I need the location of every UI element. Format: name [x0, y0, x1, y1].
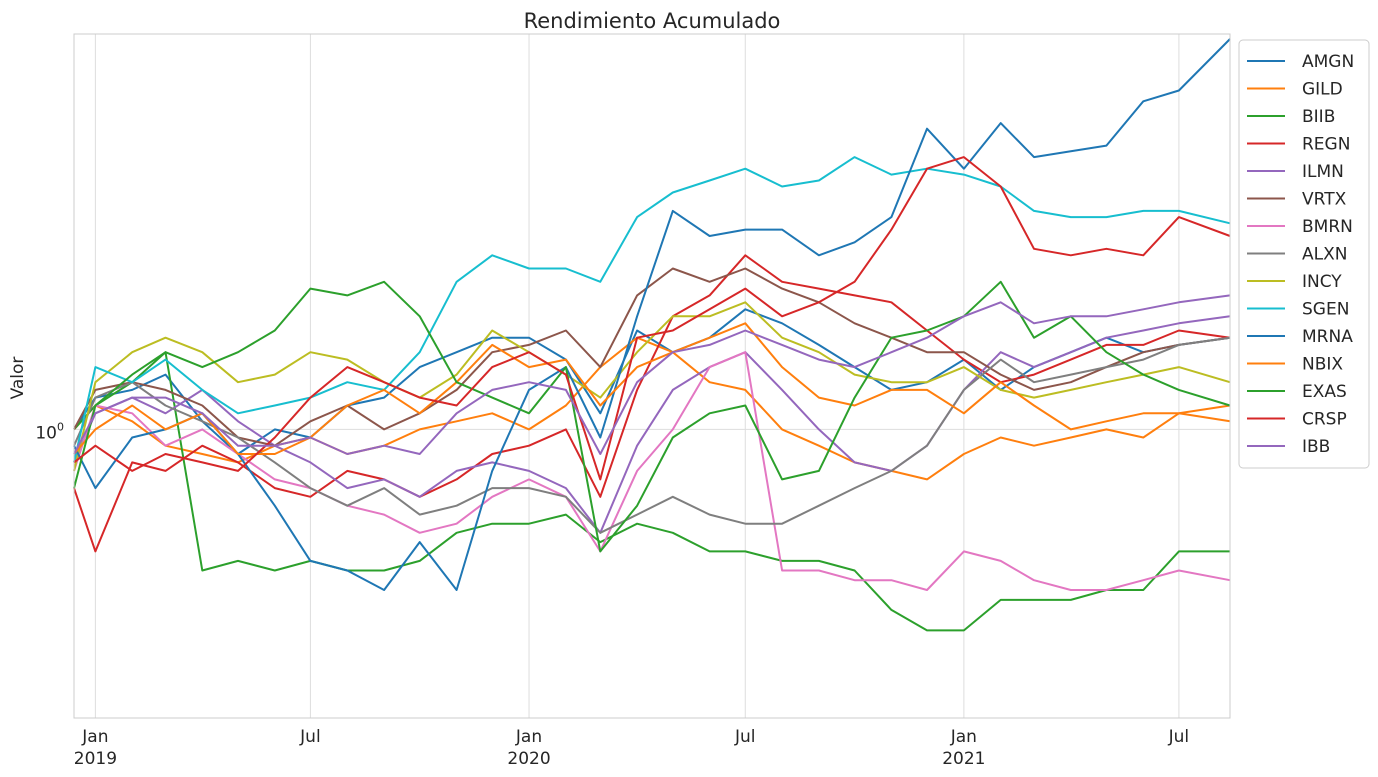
legend-label-ibb: IBB: [1302, 437, 1330, 457]
series-lines: [73, 38, 1231, 632]
x-tick-label: Jul: [1168, 727, 1190, 747]
x-tick-year-label: 2021: [942, 749, 985, 769]
x-tick-label: Jul: [734, 727, 756, 747]
y-tick-label: 100: [35, 420, 64, 443]
legend-label-gild: GILD: [1302, 80, 1343, 100]
y-tick-label-base: 10: [35, 423, 57, 443]
legend-label-ilmn: ILMN: [1302, 162, 1344, 182]
grid-lines: [74, 34, 1230, 718]
legend-label-mrna: MRNA: [1302, 327, 1353, 347]
legend-label-exas: EXAS: [1302, 382, 1347, 402]
x-tick-label: Jan: [950, 727, 977, 747]
legend: AMGN GILD BIIB REGN ILMN VRTX BMRN ALXN INCY SGEN…: [1238, 39, 1370, 469]
legend-label-bmrn: BMRN: [1302, 217, 1353, 237]
x-tick-label: Jan: [515, 727, 542, 747]
series-line-exas: [73, 280, 1231, 553]
legend-label-vrtx: VRTX: [1302, 190, 1347, 210]
legend-label-amgn: AMGN: [1302, 52, 1354, 72]
series-line-biib: [73, 351, 1230, 632]
legend-label-crsp: CRSP: [1302, 410, 1347, 430]
series-line-nbix: [73, 322, 1231, 455]
plot-area-frame: [73, 33, 1231, 719]
x-tick-year-label: 2019: [74, 749, 117, 769]
x-tick-label: Jan: [81, 727, 108, 747]
series-line-crsp: [73, 156, 1231, 481]
x-tick-year-label: 2020: [507, 749, 550, 769]
series-line-ibb: [73, 294, 1231, 455]
series-line-vrtx: [73, 267, 1231, 447]
y-tick-label-exponent: 0: [57, 420, 64, 433]
series-line-incy: [73, 301, 1231, 472]
x-tick-label: Jul: [299, 727, 321, 747]
series-line-bmrn: [73, 351, 1231, 591]
legend-label-regn: REGN: [1302, 135, 1350, 155]
legend-label-alxn: ALXN: [1302, 245, 1347, 265]
series-line-ilmn: [73, 315, 1231, 534]
series-line-mrna: [73, 38, 1231, 591]
legend-label-biib: BIIB: [1302, 107, 1335, 127]
legend-label-nbix: NBIX: [1302, 355, 1343, 375]
legend-label-sgen: SGEN: [1302, 300, 1349, 320]
chart-title: Rendimiento Acumulado: [524, 9, 781, 33]
series-line-sgen: [73, 156, 1231, 463]
y-axis-label: Valor: [8, 357, 28, 400]
legend-label-incy: INCY: [1302, 272, 1342, 292]
legend-box: [1238, 39, 1370, 469]
